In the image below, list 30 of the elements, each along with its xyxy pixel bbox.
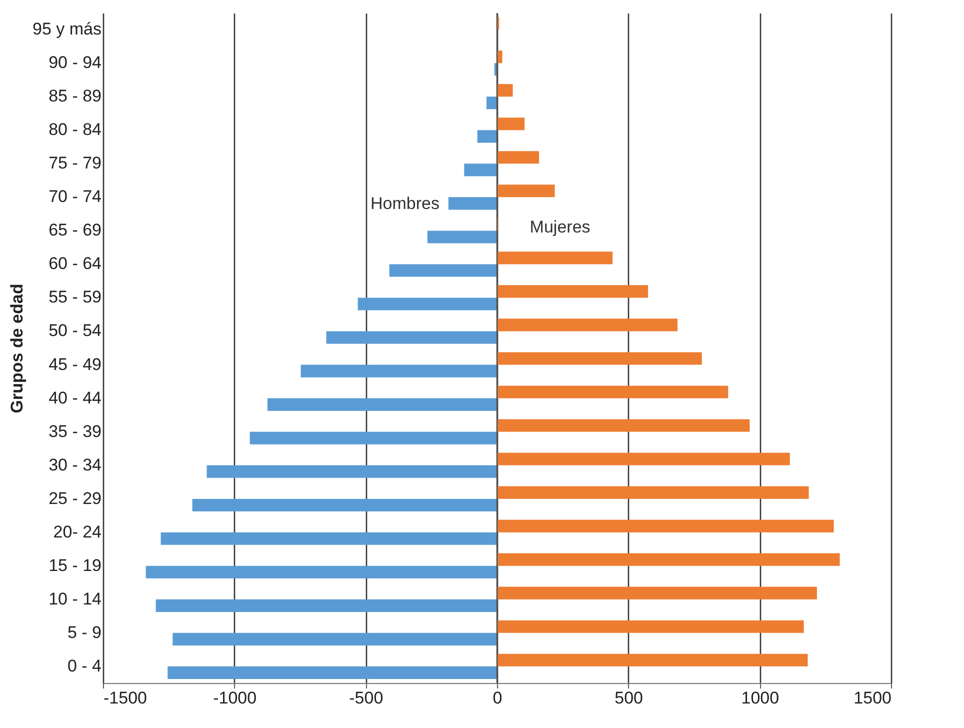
y-tick-label: 40 - 44 — [48, 388, 102, 408]
y-tick-label: 5 - 9 — [67, 622, 102, 642]
y-tick-label: 30 - 34 — [48, 455, 102, 474]
x-tick-label: 0 — [492, 688, 502, 708]
y-tick-label: 55 - 59 — [48, 288, 102, 307]
y-tick-label: 45 - 49 — [48, 354, 102, 374]
y-tick-label: 95 y más — [32, 20, 102, 39]
x-tick-label: 500 — [614, 688, 644, 708]
series-label: Hombres — [370, 194, 440, 213]
x-tick-label: -500 — [349, 688, 384, 708]
x-tick-label: -1500 — [104, 688, 147, 708]
x-tick-label: 1000 — [741, 688, 780, 708]
y-tick-label: 85 - 89 — [48, 86, 102, 106]
y-tick-label: 25 - 29 — [48, 488, 102, 508]
y-tick-label: 70 - 74 — [48, 187, 102, 206]
y-tick-label: 20- 24 — [53, 522, 102, 542]
x-tick-label: -1000 — [213, 688, 257, 708]
y-tick-label: 90 - 94 — [48, 53, 102, 72]
y-axis-title: Grupos de edad — [8, 284, 27, 414]
y-tick-label: 0 - 4 — [67, 656, 102, 676]
y-tick-label: 50 - 54 — [48, 321, 102, 340]
y-tick-label: 35 - 39 — [48, 422, 102, 441]
y-tick-label: 65 - 69 — [48, 220, 102, 240]
series-label: Mujeres — [530, 217, 590, 236]
y-tick-label: 75 - 79 — [48, 154, 102, 173]
y-tick-label: 10 - 14 — [48, 589, 102, 608]
y-tick-label: 15 - 19 — [48, 556, 102, 575]
y-tick-label: 80 - 84 — [48, 120, 102, 140]
y-tick-label: 60 - 64 — [48, 254, 102, 274]
x-tick-label: 1500 — [854, 688, 892, 708]
